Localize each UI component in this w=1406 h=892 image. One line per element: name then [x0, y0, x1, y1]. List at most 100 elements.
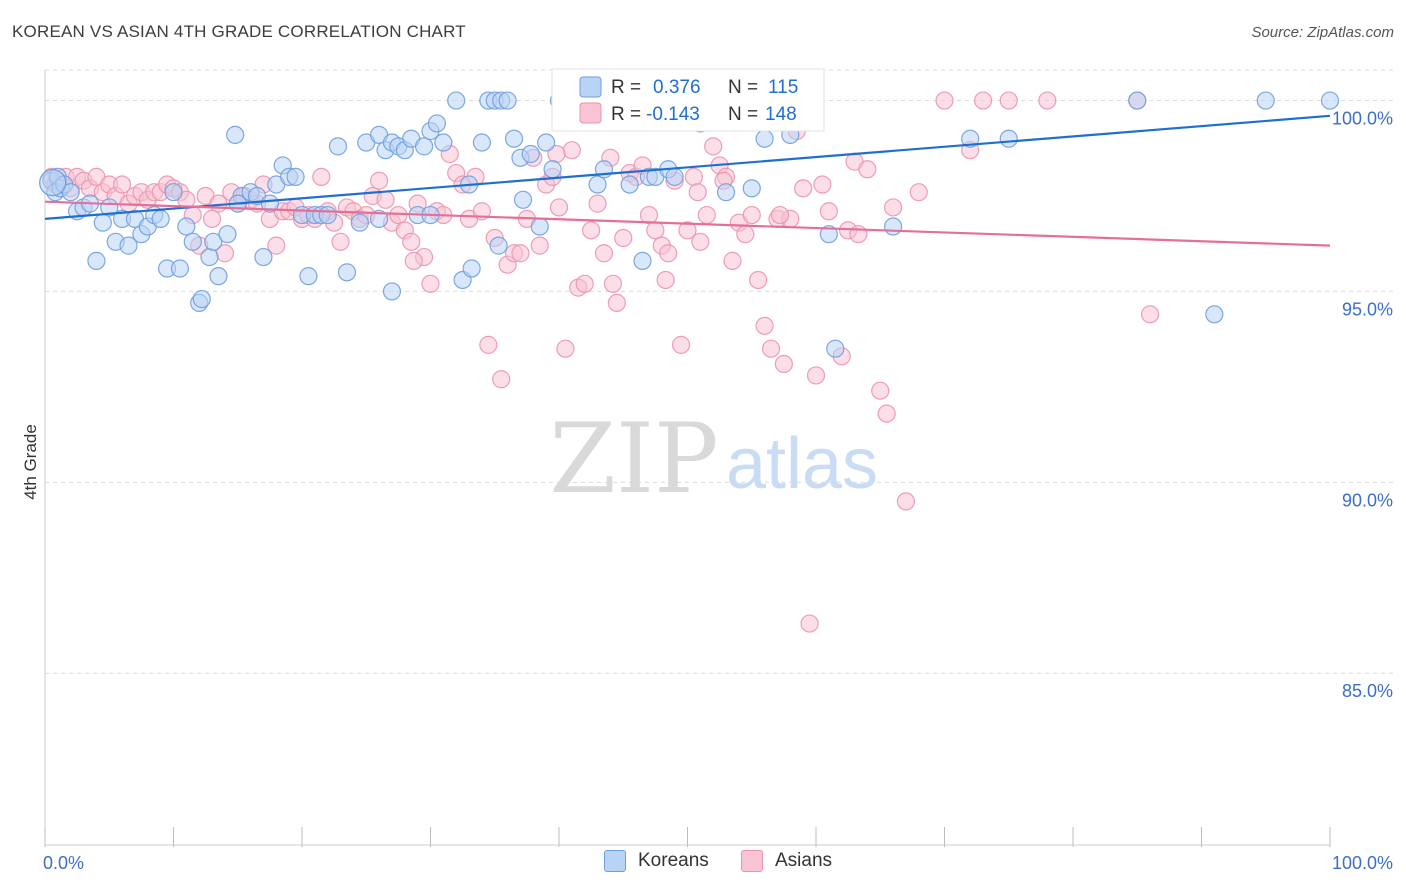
- correlation-legend: R = 0.376 N = 115 R = -0.143 N = 148: [551, 68, 825, 132]
- asian-point: [794, 179, 813, 198]
- korean-point: [530, 217, 549, 236]
- asian-point: [646, 221, 665, 240]
- y-tick-label: 85.0%: [1342, 681, 1393, 701]
- korean-point: [170, 259, 190, 278]
- korean-point: [93, 213, 112, 232]
- asian-point: [202, 209, 222, 228]
- korean-point: [1128, 91, 1147, 110]
- asian-point: [800, 614, 819, 633]
- korean-point: [318, 205, 337, 225]
- asian-point: [684, 167, 704, 186]
- legend-n-value-koreans: 115: [768, 77, 798, 98]
- korean-point: [755, 129, 774, 148]
- korean-point: [350, 213, 369, 232]
- asian-point: [678, 221, 697, 240]
- asian-point: [671, 335, 691, 354]
- koreans-trend-line: [44, 114, 1331, 220]
- asian-point: [404, 251, 423, 270]
- korean-point: [427, 114, 447, 133]
- asian-point: [639, 205, 659, 225]
- source-label: Source: ZipAtlas.com: [1251, 24, 1394, 41]
- korean-point: [254, 247, 273, 267]
- korean-point: [183, 232, 202, 251]
- korean-point: [633, 251, 652, 270]
- chart-title: KOREAN VS ASIAN 4TH GRADE CORRELATION CH…: [12, 22, 466, 41]
- watermark-zip: ZIP: [549, 403, 718, 515]
- asian-point: [479, 335, 498, 354]
- legend-r-value-asians: -0.143: [646, 104, 700, 125]
- asian-point: [755, 316, 774, 335]
- korean-point: [462, 259, 481, 278]
- asian-point: [871, 381, 890, 400]
- asian-point: [749, 270, 768, 290]
- korean-point: [819, 225, 838, 244]
- asian-point: [530, 236, 549, 255]
- asian-point: [312, 167, 331, 186]
- asian-point: [370, 171, 389, 190]
- korean-point: [1256, 91, 1275, 110]
- asian-point: [562, 141, 581, 160]
- korean-point: [665, 167, 684, 186]
- points-layer: [39, 91, 1340, 633]
- korean-point: [119, 236, 138, 255]
- asian-point: [691, 232, 710, 251]
- asian-point: [656, 270, 675, 290]
- asian-point: [813, 175, 832, 194]
- axes-layer: 85.0% 90.0% 95.0% 100.0% 0.0% 100.0%: [43, 70, 1393, 873]
- asian-point: [492, 370, 511, 389]
- asian-point: [402, 232, 421, 251]
- asians-trend-line: [44, 200, 1331, 247]
- korean-point: [498, 91, 517, 110]
- asians-swatch: [741, 850, 763, 872]
- y-tick-label: 100.0%: [1332, 109, 1393, 129]
- korean-point: [826, 339, 845, 358]
- legend-n-label-koreans: N =: [728, 77, 758, 98]
- asian-point: [806, 366, 826, 385]
- asian-point: [511, 244, 530, 263]
- korean-point: [504, 129, 524, 148]
- asian-point: [267, 236, 286, 255]
- korean-point-large: [39, 169, 67, 197]
- asian-point: [736, 225, 755, 244]
- asian-point: [614, 228, 633, 248]
- korean-point: [999, 129, 1018, 148]
- korean-point: [260, 194, 279, 213]
- korean-point: [472, 133, 491, 152]
- korean-point: [382, 282, 402, 301]
- korean-point: [588, 175, 607, 194]
- asian-point: [421, 274, 440, 293]
- legend-n-value-asians: 148: [765, 104, 797, 125]
- asian-point: [774, 354, 793, 374]
- bottom-legend-koreans[interactable]: Koreans: [604, 850, 709, 872]
- asian-point: [704, 137, 723, 156]
- watermark-atlas: atlas: [726, 424, 878, 504]
- korean-point: [209, 267, 228, 286]
- asian-point: [761, 339, 781, 358]
- korean-point: [716, 183, 736, 202]
- asian-point: [594, 244, 614, 263]
- korean-point: [151, 209, 170, 228]
- asian-point: [582, 221, 601, 240]
- korean-point: [204, 232, 223, 251]
- korean-point: [513, 190, 533, 209]
- korean-point: [434, 133, 453, 152]
- asian-point: [877, 404, 896, 423]
- legend-r-value-koreans: 0.376: [653, 77, 701, 98]
- asian-point: [697, 205, 716, 225]
- y-tick-label: 95.0%: [1342, 299, 1393, 319]
- bottom-legend: Koreans Asians: [0, 850, 1406, 880]
- asian-point: [973, 91, 993, 110]
- x-tick-label: 100.0%: [1332, 853, 1393, 873]
- korean-point: [286, 167, 305, 186]
- y-tick-label: 90.0%: [1342, 490, 1393, 510]
- asian-point: [723, 251, 742, 270]
- asian-point: [603, 274, 623, 293]
- korean-point: [489, 236, 508, 255]
- bottom-legend-asians[interactable]: Asians: [741, 850, 832, 872]
- korean-point: [218, 225, 237, 244]
- korean-point: [299, 267, 318, 286]
- asian-point: [935, 91, 954, 110]
- asian-point: [883, 198, 903, 217]
- korean-point: [177, 217, 196, 236]
